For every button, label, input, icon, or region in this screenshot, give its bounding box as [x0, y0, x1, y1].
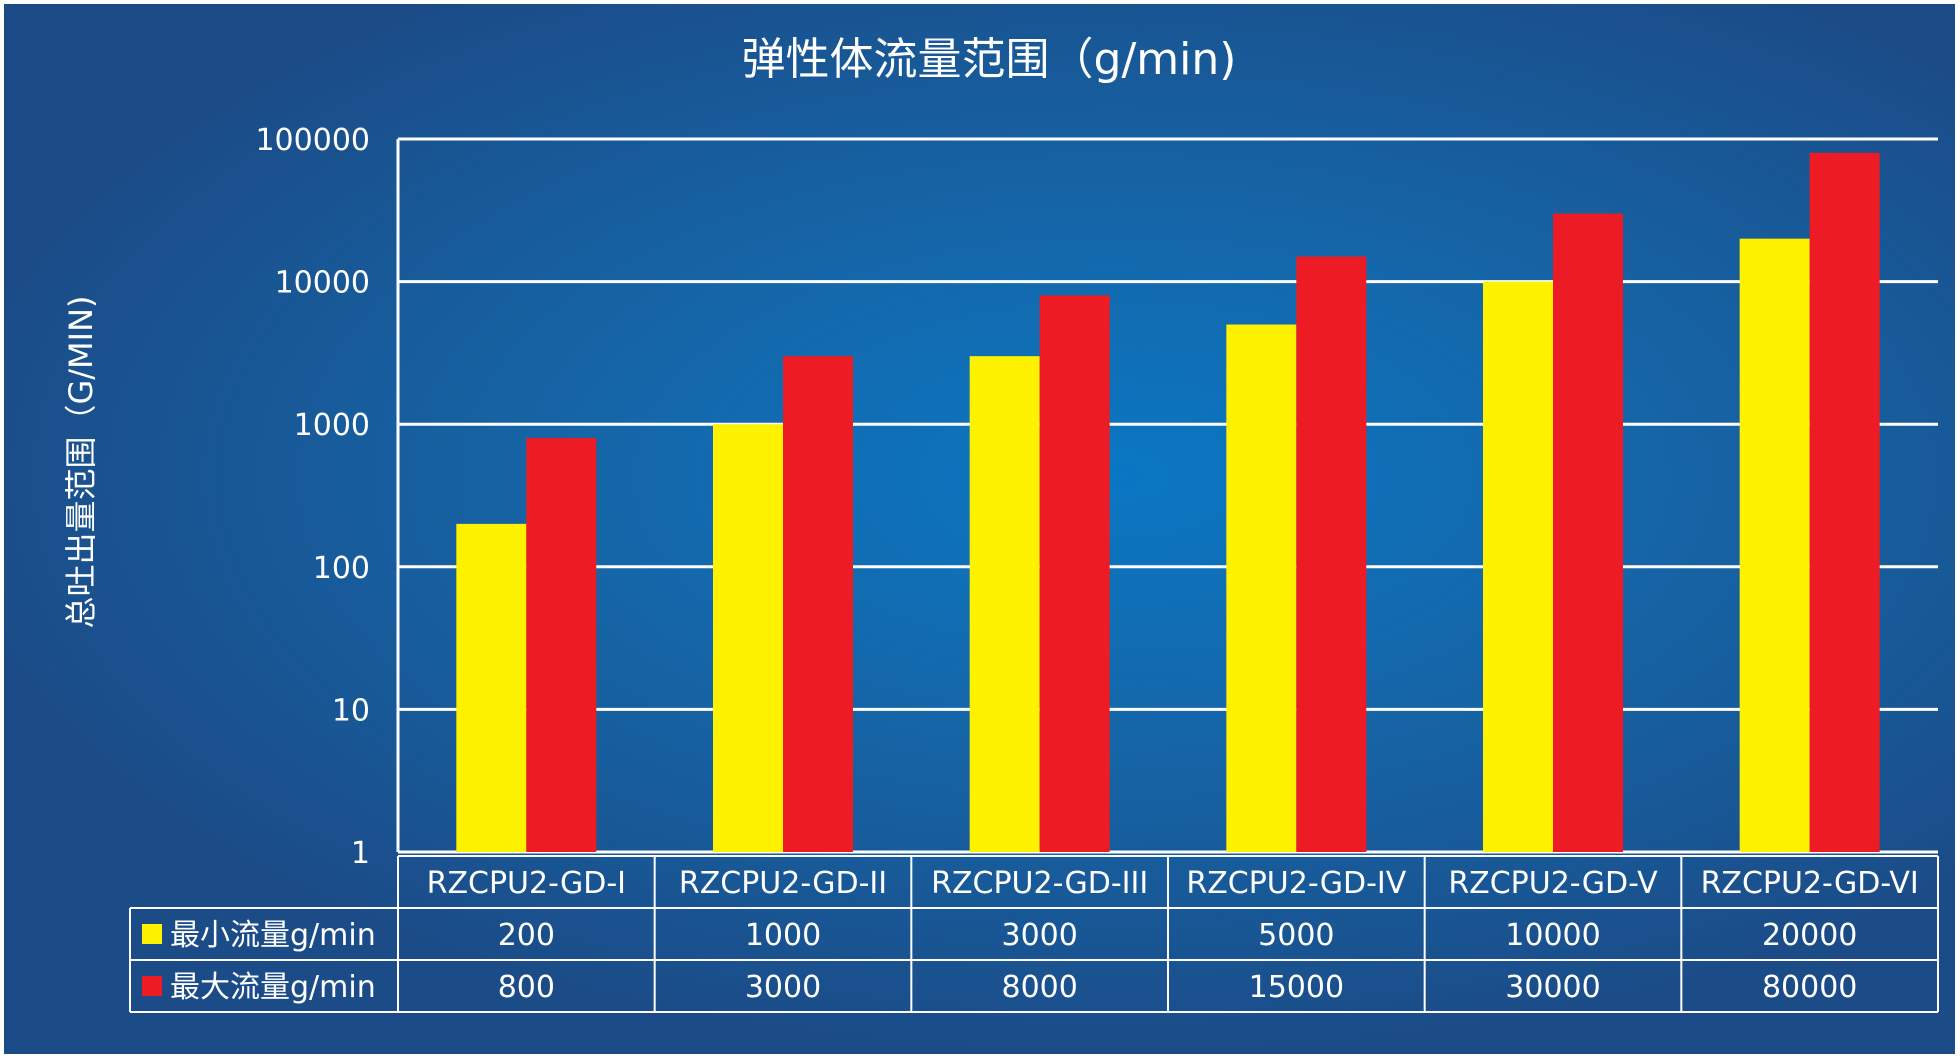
data-label: 20000 [1762, 918, 1857, 953]
chart-title: 弹性体流量范围（g/min) [742, 34, 1237, 85]
data-label: 1000 [745, 918, 821, 953]
bar [713, 424, 783, 852]
y-tick-label: 1 [351, 836, 370, 871]
y-tick-label: 10 [332, 693, 370, 728]
bar [1739, 238, 1810, 853]
x-tick-label: RZCPU2-GD-III [931, 866, 1148, 901]
data-label: 80000 [1762, 970, 1857, 1005]
data-label: 3000 [745, 970, 821, 1005]
legend-swatch [142, 924, 162, 944]
legend-label: 最小流量g/min [170, 918, 376, 953]
bar [1553, 213, 1623, 853]
data-table: RZCPU2-GD-I RZCPU2-GD-II RZCPU2-GD-III RZCP… [129, 855, 1939, 1013]
y-tick-label: 100000 [255, 123, 370, 158]
data-label: 15000 [1249, 970, 1344, 1005]
bar [526, 438, 597, 852]
bar [456, 523, 527, 852]
x-tick-label: RZCPU2-GD-IV [1186, 866, 1406, 901]
bar [969, 356, 1040, 852]
bar [1226, 324, 1297, 853]
y-tick-label: 1000 [294, 408, 370, 443]
chart-svg: 弹性体流量范围（g/min) 总吐出量范围（G/MIN) 11010010001… [62, 34, 1939, 1013]
bar [1296, 256, 1367, 852]
y-tick-labels: 1 10 100 1000 10000 100000 [255, 123, 370, 871]
bar [783, 356, 853, 852]
x-tick-label: RZCPU2-GD-VI [1701, 866, 1919, 901]
bars [456, 152, 1880, 853]
data-label: 30000 [1505, 970, 1600, 1005]
y-tick-label: 10000 [275, 266, 370, 301]
data-label: 8000 [1001, 970, 1077, 1005]
chart-panel: 弹性体流量范围（g/min) 总吐出量范围（G/MIN) 1 10 100 1000 1… [4, 4, 1955, 1054]
data-label: 10000 [1505, 918, 1600, 953]
gridlines [396, 137, 1938, 854]
y-tick-label: 100 [313, 551, 370, 586]
bar [1483, 281, 1553, 853]
data-label: 800 [498, 970, 555, 1005]
data-label: 5000 [1258, 918, 1334, 953]
bar [1809, 152, 1880, 853]
legend-swatch [142, 976, 162, 996]
x-tick-label: RZCPU2-GD-II [679, 866, 887, 901]
x-tick-label: RZCPU2-GD-I [427, 866, 626, 901]
y-axis-label: 总吐出量范围（G/MIN) [62, 295, 100, 628]
x-tick-label: RZCPU2-GD-V [1448, 866, 1658, 901]
data-label: 3000 [1001, 918, 1077, 953]
legend-label: 最大流量g/min [170, 970, 376, 1005]
data-label: 200 [498, 918, 555, 953]
bar [1039, 295, 1110, 852]
